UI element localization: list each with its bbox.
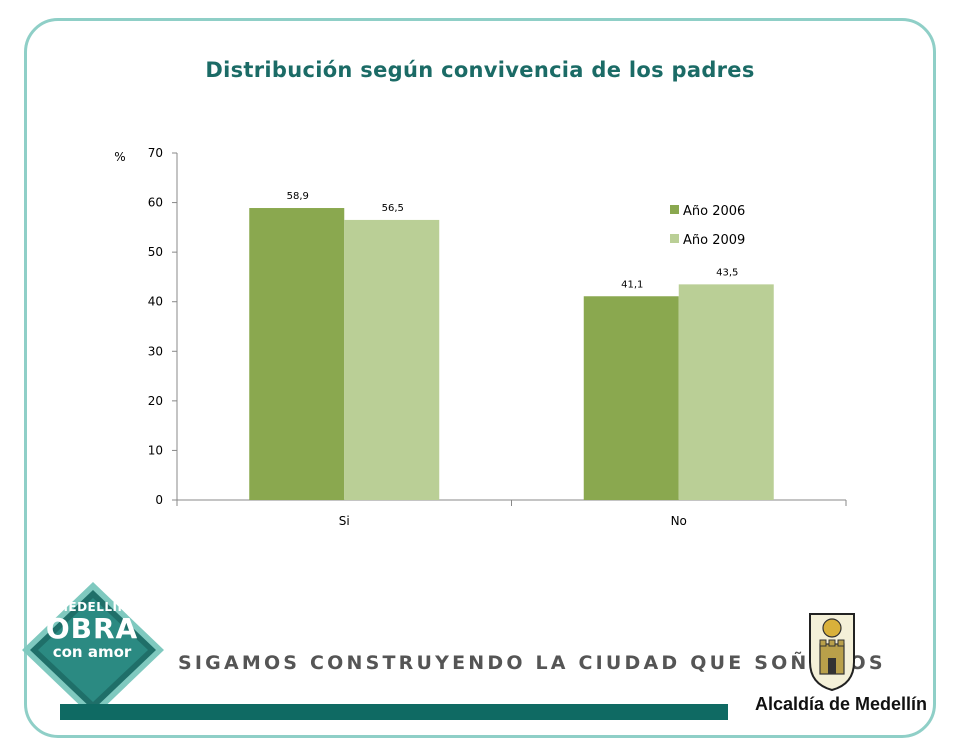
bar bbox=[583, 296, 679, 500]
y-tick-label: 30 bbox=[148, 344, 163, 358]
coat-of-arms-icon bbox=[809, 613, 855, 692]
y-tick-label: 10 bbox=[148, 443, 163, 457]
x-tick-label: No bbox=[671, 514, 687, 528]
data-label: 56,5 bbox=[382, 203, 404, 214]
x-tick-label: Si bbox=[339, 514, 350, 528]
y-tick-label: 0 bbox=[155, 493, 163, 507]
badge-text: MEDELLÍN OBRA con amor bbox=[22, 600, 162, 660]
footer-band bbox=[60, 704, 728, 720]
badge-line3: con amor bbox=[52, 643, 132, 661]
y-tick-label: 20 bbox=[148, 394, 163, 408]
legend-swatch bbox=[670, 205, 679, 214]
bar bbox=[678, 284, 774, 500]
alcaldia-label: Alcaldía de Medellín bbox=[754, 694, 928, 714]
y-tick-label: 40 bbox=[148, 295, 163, 309]
badge-line2: OBRA bbox=[45, 612, 139, 645]
chart-title: Distribución según convivencia de los pa… bbox=[205, 58, 755, 82]
y-tick-label: 60 bbox=[148, 196, 163, 210]
bar bbox=[344, 219, 440, 500]
badge-line1: MEDELLÍN bbox=[55, 600, 129, 614]
y-tick-label: 70 bbox=[148, 146, 163, 160]
data-label: 58,9 bbox=[287, 191, 309, 202]
medellin-badge-logo bbox=[22, 582, 164, 718]
bar bbox=[249, 208, 345, 500]
footer-slogan: SIGAMOS CONSTRUYENDO LA CIUDAD QUE SOÑAM… bbox=[178, 652, 886, 674]
legend-swatch bbox=[670, 234, 679, 243]
y-axis-label: % bbox=[114, 150, 125, 164]
legend-label: Año 2006 bbox=[683, 204, 745, 219]
legend-label: Año 2009 bbox=[683, 233, 745, 248]
data-label: 43,5 bbox=[716, 267, 738, 278]
data-label: 41,1 bbox=[621, 279, 643, 290]
y-tick-label: 50 bbox=[148, 245, 163, 259]
bar-chart: 0 10 20 30 40 50 60 70% Si 58,9 56,5 No 41,1 43,5 Año … bbox=[114, 146, 847, 528]
